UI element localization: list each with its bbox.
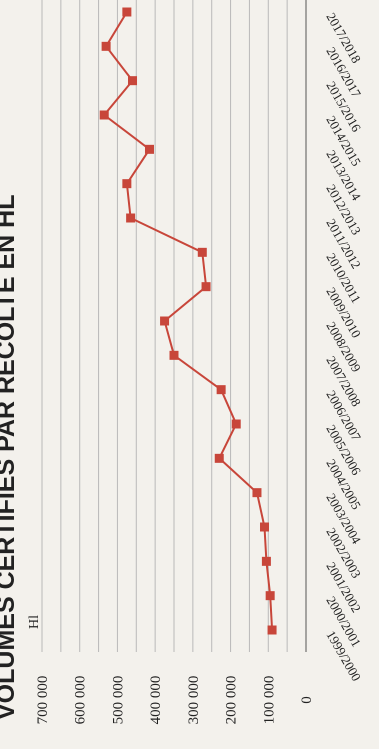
data-point-marker bbox=[231, 419, 241, 429]
data-point-marker bbox=[216, 385, 226, 395]
data-point-marker bbox=[214, 453, 224, 463]
data-point-marker bbox=[144, 144, 154, 154]
data-point-marker bbox=[99, 110, 109, 120]
data-point-marker bbox=[169, 350, 179, 360]
series-line bbox=[102, 11, 274, 631]
grid-layer bbox=[41, 0, 307, 652]
unit-label: Hl bbox=[27, 615, 42, 629]
data-point-marker bbox=[260, 522, 270, 532]
data-point-marker bbox=[201, 282, 211, 292]
data-point-marker bbox=[101, 41, 111, 51]
data-point-marker bbox=[126, 213, 136, 223]
value-tick-label: 500 000 bbox=[110, 676, 126, 725]
value-tick-label: 600 000 bbox=[73, 676, 89, 725]
data-point-marker bbox=[197, 247, 207, 257]
label-layer: 0 100 000 200 000 300 000 400 000 500 000 600 … bbox=[27, 10, 364, 724]
data-point-marker bbox=[261, 556, 271, 566]
series-layer bbox=[99, 7, 277, 635]
value-tick-label: 200 000 bbox=[224, 676, 240, 725]
data-point-marker bbox=[160, 316, 170, 326]
data-point-marker bbox=[122, 179, 132, 189]
chart-title: VOLUMES CERTIFIÉS PAR RÉCOLTE EN HL bbox=[0, 195, 20, 721]
value-tick-label: 100 000 bbox=[261, 676, 277, 725]
data-point-marker bbox=[265, 591, 275, 601]
data-point-marker bbox=[128, 76, 138, 86]
value-tick-label: 300 000 bbox=[186, 676, 202, 725]
value-tick-label: 700 000 bbox=[35, 676, 51, 725]
data-point-marker bbox=[252, 488, 262, 498]
value-tick-label: 400 000 bbox=[148, 676, 164, 725]
data-point-marker bbox=[122, 7, 132, 17]
data-point-marker bbox=[267, 625, 277, 635]
value-tick-label: 0 bbox=[299, 696, 315, 704]
